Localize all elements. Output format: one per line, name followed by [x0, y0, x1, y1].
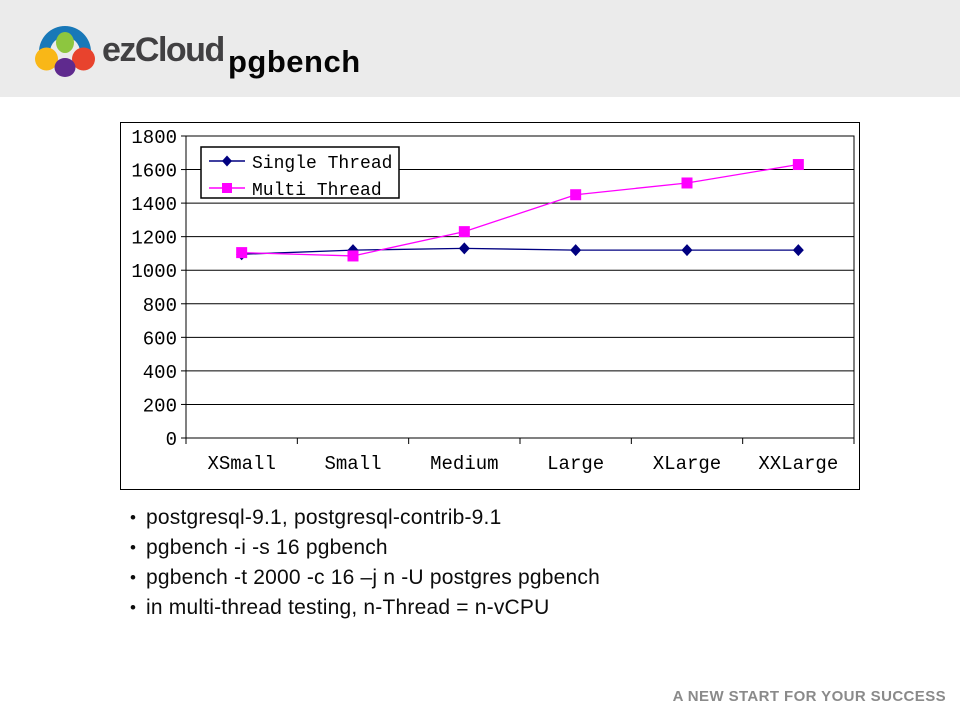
slide-title: pgbench	[228, 44, 361, 79]
square-marker	[222, 183, 232, 193]
y-axis-labels: 0 200 400 600 800 1000 1200 1400 1600 1800	[131, 127, 186, 451]
note-item: in multi-thread testing, n-Thread = n-vC…	[130, 593, 600, 623]
square-marker	[458, 226, 470, 238]
square-marker	[347, 250, 359, 262]
y-tick-label: 200	[143, 395, 177, 417]
diamond-marker	[681, 244, 693, 257]
x-tick-label: XXLarge	[758, 453, 838, 475]
y-tick-label: 1200	[131, 228, 177, 250]
x-axis-ticks	[185, 438, 855, 444]
pgbench-chart: 0 200 400 600 800 1000 1200 1400 1600 1800 XSmall S…	[131, 127, 855, 475]
y-tick-label: 1000	[131, 261, 177, 283]
notes-list: postgresql-9.1, postgresql-contrib-9.1 p…	[130, 503, 600, 623]
footer-tagline: A NEW START FOR YOUR SUCCESS	[672, 688, 946, 705]
note-item: postgresql-9.1, postgresql-contrib-9.1	[130, 503, 600, 533]
note-item: pgbench -i -s 16 pgbench	[130, 533, 600, 563]
header-band	[0, 0, 960, 97]
square-marker	[681, 177, 693, 189]
diamond-marker	[792, 244, 804, 257]
ezcloud-logo-text: ezCloud	[102, 31, 225, 69]
y-tick-label: 1400	[131, 194, 177, 216]
diamond-marker	[222, 155, 232, 167]
x-tick-label: XSmall	[207, 453, 275, 475]
legend-label: Single Thread	[252, 154, 392, 174]
y-tick-label: 600	[143, 328, 177, 350]
square-marker	[236, 247, 248, 259]
gridlines	[186, 169, 854, 405]
x-tick-label: XLarge	[653, 453, 721, 475]
ezcloud-logo: ezCloud	[33, 22, 225, 79]
y-tick-label: 400	[143, 362, 177, 384]
ezcloud-logo-icon	[35, 26, 95, 77]
y-tick-label: 1800	[131, 127, 177, 149]
note-item: pgbench -t 2000 -c 16 –j n -U postgres p…	[130, 563, 600, 593]
x-axis-labels: XSmall Small Medium Large XLarge XXLarge	[207, 453, 838, 475]
square-marker	[792, 159, 804, 171]
diamond-marker	[458, 242, 470, 255]
x-tick-label: Small	[324, 453, 381, 475]
chart-frame: 0 200 400 600 800 1000 1200 1400 1600 1800 XSmall S…	[120, 122, 860, 490]
chart-legend: Single Thread Multi Thread	[200, 146, 400, 201]
y-tick-label: 1600	[131, 161, 177, 183]
series-multi-thread	[236, 159, 804, 262]
square-marker	[570, 189, 582, 201]
x-tick-label: Large	[547, 453, 604, 475]
legend-label: Multi Thread	[252, 181, 382, 201]
diamond-marker	[570, 244, 582, 257]
y-tick-label: 800	[143, 295, 177, 317]
x-tick-label: Medium	[430, 453, 498, 475]
y-tick-label: 0	[166, 429, 177, 451]
